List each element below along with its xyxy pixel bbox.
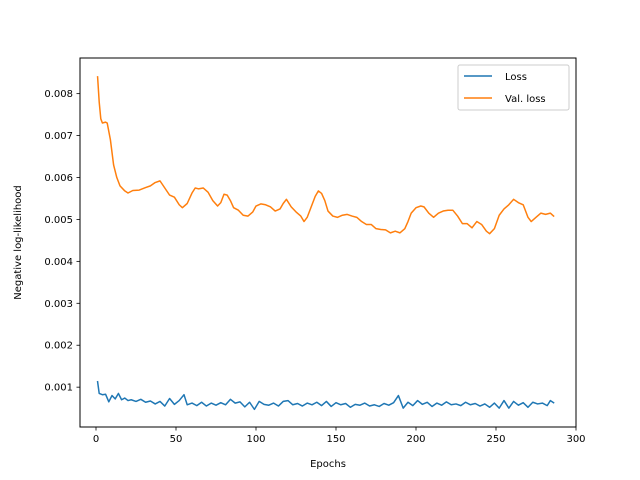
y-tick-label: 0.002 xyxy=(44,341,73,352)
series-line-val-loss xyxy=(96,76,555,235)
y-tick-label: 0.008 xyxy=(44,89,73,100)
y-tick-label: 0.004 xyxy=(44,257,73,268)
y-tick-label: 0.005 xyxy=(44,215,73,226)
x-tick-label: 0 xyxy=(93,434,99,445)
x-tick-label: 150 xyxy=(326,434,345,445)
axis-ticks: 0 50 100 150 200 250 300 0.001 0.002 0.003 0.004 0.… xyxy=(44,89,585,445)
plot-area xyxy=(96,76,555,411)
series-line-loss xyxy=(96,380,555,411)
x-tick-label: 200 xyxy=(406,434,425,445)
y-tick-label: 0.007 xyxy=(44,131,73,142)
x-tick-label: 50 xyxy=(170,434,183,445)
legend-label: Val. loss xyxy=(505,94,546,105)
axes-frame xyxy=(79,57,577,428)
y-tick-label: 0.001 xyxy=(44,383,73,394)
y-tick-label: 0.006 xyxy=(44,173,73,184)
legend: Loss Val. loss xyxy=(457,64,570,111)
y-tick-label: 0.003 xyxy=(44,299,73,310)
y-axis-label: Negative log-likelihood xyxy=(13,185,24,300)
x-tick-label: 300 xyxy=(566,434,585,445)
legend-label: Loss xyxy=(505,72,527,83)
x-axis-label: Epochs xyxy=(310,459,346,470)
x-tick-label: 250 xyxy=(486,434,505,445)
x-tick-label: 100 xyxy=(246,434,265,445)
